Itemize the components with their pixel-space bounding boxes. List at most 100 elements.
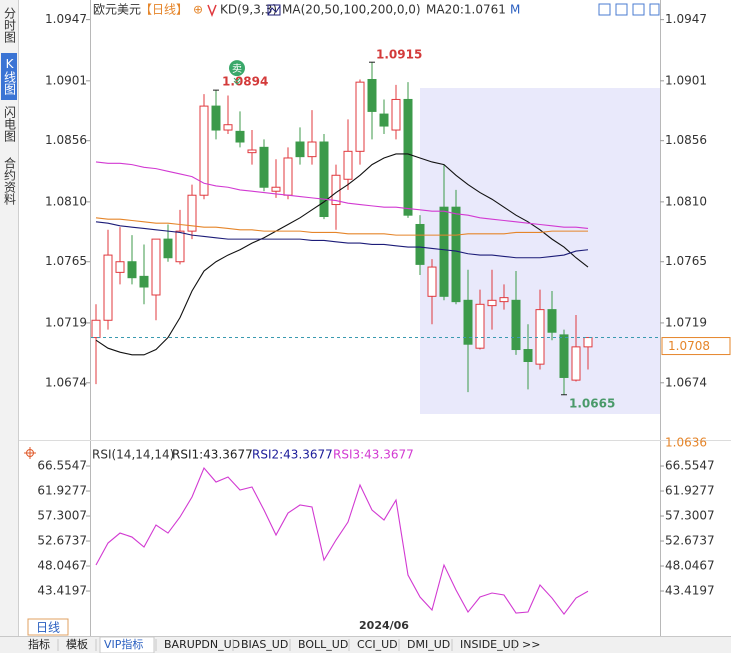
indicator-label: KD(9,3,3) [220, 3, 277, 17]
candle-body [523, 349, 533, 362]
candle-body [127, 261, 137, 279]
candle-body [451, 206, 461, 303]
bottom-tab-active [99, 636, 155, 653]
bottom-tab[interactable]: CCI_UD [357, 638, 398, 651]
candle-body [379, 113, 389, 127]
bottom-tab[interactable]: 指标 [28, 637, 50, 651]
icon[interactable] [598, 3, 611, 16]
candle-body [175, 230, 185, 263]
y-tick-label-right: 1.0856 [665, 133, 707, 147]
y-tick-label-right: 61.9277 [665, 484, 715, 498]
candle-body [391, 98, 401, 131]
y-tick-label: 1.0901 [45, 73, 87, 87]
y-tick-label-right: 48.0467 [665, 559, 715, 573]
toolbar-icons [598, 3, 660, 16]
add-icon: ⊕ [193, 3, 203, 17]
lower-value: 1.0636 [665, 436, 707, 450]
y-tick-label: 48.0467 [37, 559, 87, 573]
bottom-tab[interactable]: BIAS_UD [241, 638, 288, 651]
candle-body [559, 334, 569, 378]
candle-body [91, 319, 101, 339]
indicator-label: MA(20,50,100,200,0,0) [282, 3, 421, 17]
y-tick-label-right: 66.5547 [665, 459, 715, 473]
min-label: 1.0665 [569, 396, 615, 410]
candle-body [187, 194, 197, 232]
ma-value: MA20:1.0761 [426, 3, 506, 17]
y-tick-label-right: 1.0901 [665, 73, 707, 87]
bottom-tab[interactable]: DMI_UD [407, 638, 450, 651]
y-tick-label-right: 52.6737 [665, 534, 715, 548]
bottom-tab[interactable]: BARUPDN_UD [164, 638, 240, 651]
rsi-value-label: RSI1:43.3677 [172, 448, 253, 462]
y-tick-label: 1.0674 [45, 375, 87, 389]
candle-body [199, 105, 209, 196]
y-tick-label-right: 1.0674 [665, 375, 707, 389]
period-label: 【日线】 [140, 3, 188, 17]
period-tab-box[interactable] [27, 618, 69, 636]
y-tick-label-right: 43.4197 [665, 584, 715, 598]
candle-body [547, 309, 557, 333]
candle-body [223, 124, 233, 131]
settings-icon[interactable] [24, 447, 36, 459]
bottom-tab[interactable]: >> [522, 638, 540, 651]
y-tick-label: 43.4197 [37, 584, 87, 598]
candle-body [139, 275, 149, 288]
y-tick-label: 1.0810 [45, 194, 87, 208]
bottom-tab[interactable]: 模板 [66, 637, 88, 651]
candle-body [415, 223, 425, 265]
icon[interactable] [632, 3, 645, 16]
candle-body [367, 78, 377, 112]
candle-body [247, 149, 257, 154]
y-tick-label: 57.3007 [37, 509, 87, 523]
candle-body [475, 303, 485, 349]
candle-body [163, 238, 173, 259]
side-tab[interactable]: 合约资料 [3, 156, 17, 205]
side-tab[interactable]: 闪电图 [3, 106, 17, 142]
bottom-tab[interactable]: INSIDE_UD [460, 638, 519, 651]
candle-body [295, 141, 305, 158]
candle-body [487, 299, 497, 307]
candle-body [535, 309, 545, 365]
candle-body [583, 337, 593, 348]
candle-body [403, 98, 413, 216]
candle-body [319, 141, 329, 218]
last-price-label: 1.0708 [668, 339, 710, 353]
rsi-title: RSI(14,14,14) [92, 448, 174, 462]
signal-text: 卖 [232, 63, 242, 75]
period-tab[interactable]: 日线 [36, 621, 60, 635]
side-tab-bg [1, 53, 17, 100]
side-tab-bg [1, 102, 17, 150]
rsi-value-label: RSI3:43.3677 [333, 448, 414, 462]
candle-body [355, 81, 365, 152]
icon[interactable] [615, 3, 628, 16]
y-tick-label: 1.0947 [45, 12, 87, 26]
bottom-tab[interactable]: VIP指标 [104, 637, 143, 651]
candle-body [499, 297, 509, 303]
bottom-tab[interactable]: BOLL_UD [298, 638, 348, 651]
candle-body [427, 266, 437, 297]
ma-line [95, 153, 589, 356]
candle-body [343, 150, 353, 180]
instrument-title: 欧元美元 [93, 3, 141, 17]
icon[interactable] [649, 3, 660, 16]
side-tab[interactable]: K线图 [3, 57, 17, 95]
candle-body [151, 238, 161, 296]
y-tick-label: 1.0856 [45, 133, 87, 147]
candle-body [259, 146, 269, 188]
ma-line [95, 161, 589, 230]
menu-label[interactable]: M [510, 3, 520, 17]
side-tab[interactable]: 分时图 [3, 7, 17, 43]
y-tick-label: 66.5547 [37, 459, 87, 473]
y-tick-label: 52.6737 [37, 534, 87, 548]
side-tab-bg [1, 3, 17, 50]
candle-body [571, 346, 581, 381]
candle-body [271, 186, 281, 192]
candle-body [307, 141, 317, 158]
candle-body [283, 157, 293, 196]
kd-icon [207, 4, 217, 18]
side-tab-bg [1, 153, 17, 211]
max-label: 1.0915 [376, 48, 422, 62]
y-tick-label-right: 1.0719 [665, 315, 707, 329]
